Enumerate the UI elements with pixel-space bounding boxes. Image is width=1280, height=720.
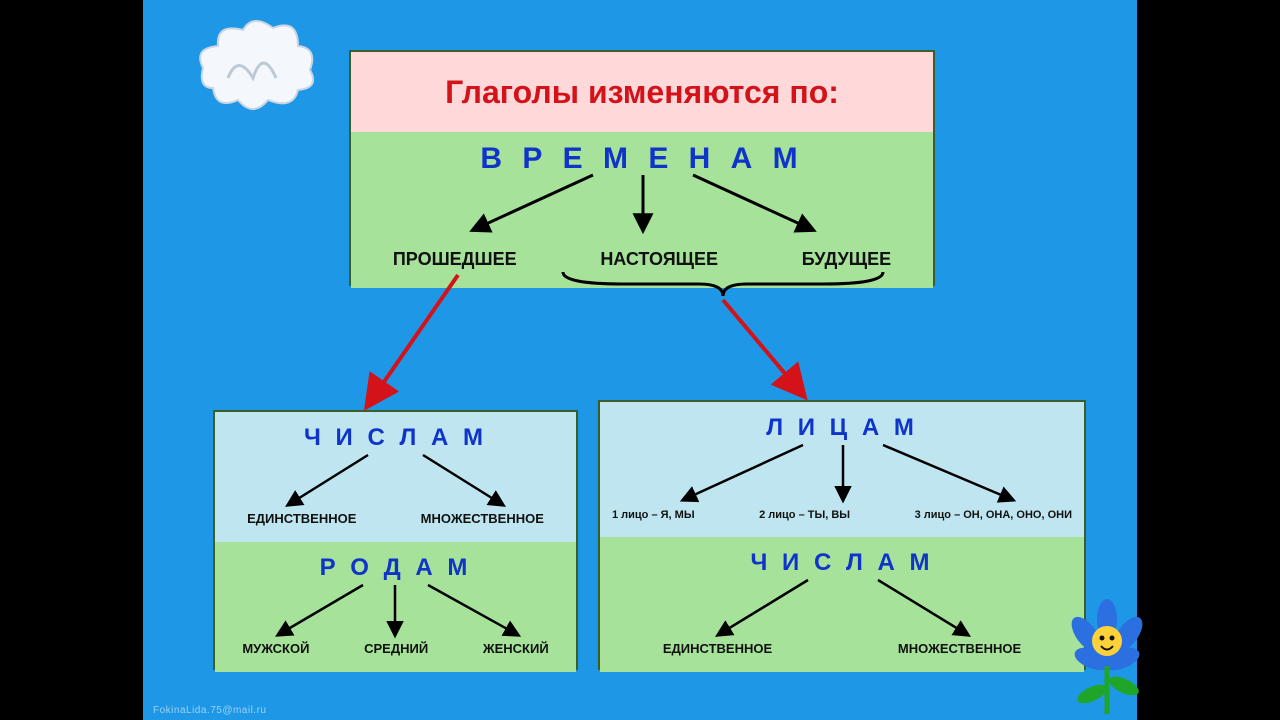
genders-row: МУЖСКОЙ СРЕДНИЙ ЖЕНСКИЙ — [215, 641, 576, 656]
top-green-band: В Р Е М Е Н А М ПРОШЕДШЕЕ НАСТОЯЩЕЕ БУДУ… — [351, 132, 933, 288]
flower-icon — [1047, 596, 1167, 716]
top-card: Глаголы изменяются по: В Р Е М Е Н А М П… — [349, 50, 935, 286]
person-3: 3 лицо – ОН, ОНА, ОНО, ОНИ — [915, 509, 1072, 521]
right-number-plural: МНОЖЕСТВЕННОЕ — [898, 641, 1021, 656]
right-card: Л И Ц А М 1 лицо – Я, МЫ 2 лицо – ТЫ, ВЫ… — [598, 400, 1086, 670]
tense-past: ПРОШЕДШЕЕ — [393, 249, 517, 270]
left-green-band: Р О Д А М МУЖСКОЙ СРЕДНИЙ ЖЕНСКИЙ — [215, 542, 576, 672]
persons-row: 1 лицо – Я, МЫ 2 лицо – ТЫ, ВЫ 3 лицо – … — [600, 509, 1084, 521]
left-blue-band: Ч И С Л А М ЕДИНСТВЕННОЕ МНОЖЕСТВЕННОЕ — [215, 412, 576, 542]
gender-m: МУЖСКОЙ — [242, 641, 309, 656]
numbers-heading: Ч И С Л А М — [215, 412, 576, 452]
genders-heading: Р О Д А М — [215, 542, 576, 582]
gender-n: СРЕДНИЙ — [364, 641, 428, 656]
right-green-band: Ч И С Л А М ЕДИНСТВЕННОЕ МНОЖЕСТВЕННОЕ — [600, 537, 1084, 672]
main-title: Глаголы изменяются по: — [351, 52, 933, 132]
persons-heading: Л И Ц А М — [600, 402, 1084, 442]
tenses-row: ПРОШЕДШЕЕ НАСТОЯЩЕЕ БУДУЩЕЕ — [351, 249, 933, 270]
number-plural: МНОЖЕСТВЕННОЕ — [421, 511, 544, 526]
number-singular: ЕДИНСТВЕННОЕ — [247, 511, 356, 526]
right-numbers-heading: Ч И С Л А М — [600, 537, 1084, 577]
right-numbers-row: ЕДИНСТВЕННОЕ МНОЖЕСТВЕННОЕ — [600, 641, 1084, 656]
person-2: 2 лицо – ТЫ, ВЫ — [759, 509, 850, 521]
tense-present: НАСТОЯЩЕЕ — [600, 249, 718, 270]
footer-credit: FokinaLida.75@mail.ru — [153, 705, 266, 716]
gender-f: ЖЕНСКИЙ — [483, 641, 549, 656]
right-number-singular: ЕДИНСТВЕННОЕ — [663, 641, 772, 656]
person-1: 1 лицо – Я, МЫ — [612, 509, 695, 521]
numbers-row: ЕДИНСТВЕННОЕ МНОЖЕСТВЕННОЕ — [215, 511, 576, 526]
slide-stage: Глаголы изменяются по: В Р Е М Е Н А М П… — [143, 0, 1137, 720]
cloud-icon — [198, 18, 318, 113]
tense-future: БУДУЩЕЕ — [802, 249, 891, 270]
left-card: Ч И С Л А М ЕДИНСТВЕННОЕ МНОЖЕСТВЕННОЕ Р… — [213, 410, 578, 670]
tenses-heading: В Р Е М Е Н А М — [351, 132, 933, 176]
right-blue-band: Л И Ц А М 1 лицо – Я, МЫ 2 лицо – ТЫ, ВЫ… — [600, 402, 1084, 537]
